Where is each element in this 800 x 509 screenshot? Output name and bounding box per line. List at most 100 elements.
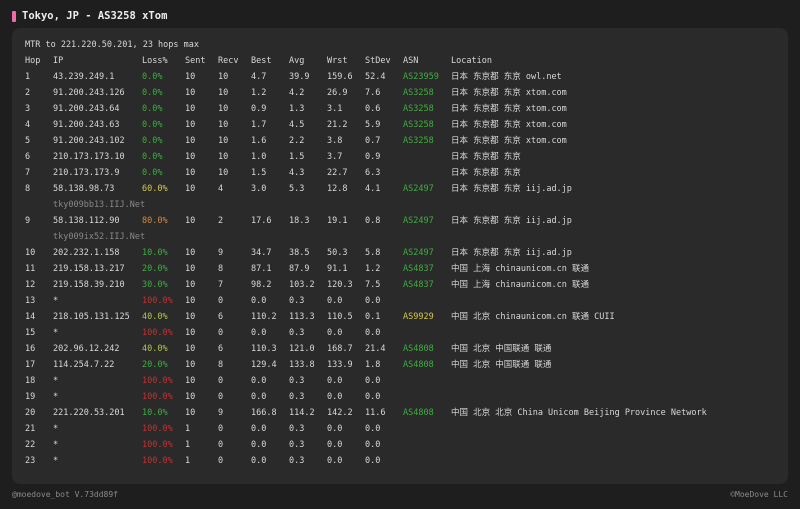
footer-copyright: ©MoeDove LLC xyxy=(730,490,788,499)
cell-avg: 113.3 xyxy=(289,312,315,322)
cell-asn: AS4808 xyxy=(403,408,434,418)
cell-recv: 6 xyxy=(218,312,224,322)
cell-stdev: 5.8 xyxy=(365,248,381,258)
cell-avg: 5.3 xyxy=(289,184,305,194)
cell-stdev: 0.7 xyxy=(365,136,381,146)
cell-hop: 18 xyxy=(25,376,36,386)
cell-loss: 30.0% xyxy=(142,280,168,290)
cell-hop: 2 xyxy=(25,88,31,98)
cell-sent: 10 xyxy=(185,392,196,402)
cell-hop: 17 xyxy=(25,360,36,370)
cell-wrst: 0.0 xyxy=(327,392,343,402)
cell-ip: * xyxy=(53,328,59,338)
cell-recv: 0 xyxy=(218,376,224,386)
cell-sent: 1 xyxy=(185,424,191,434)
cell-ip: 58.138.112.90 xyxy=(53,216,120,226)
cell-best: 129.4 xyxy=(251,360,277,370)
cell-loss: 20.0% xyxy=(142,264,168,274)
cell-recv: 7 xyxy=(218,280,224,290)
cell-ip: 210.173.173.10 xyxy=(53,152,125,162)
cell-ip: 91.200.243.64 xyxy=(53,104,120,114)
cell-recv: 0 xyxy=(218,440,224,450)
cell-recv: 0 xyxy=(218,456,224,466)
cell-wrst: 19.1 xyxy=(327,216,348,226)
cell-ip: 114.254.7.22 xyxy=(53,360,115,370)
cell-avg: 121.0 xyxy=(289,344,315,354)
cell-asn: AS2497 xyxy=(403,248,434,258)
cell-ip: 218.105.131.125 xyxy=(53,312,130,322)
column-header-avg: Avg xyxy=(289,56,305,66)
cell-sent: 10 xyxy=(185,184,196,194)
cell-ip: 58.138.98.73 xyxy=(53,184,115,194)
cell-stdev: 5.9 xyxy=(365,120,381,130)
cell-sent: 10 xyxy=(185,152,196,162)
cell-sent: 10 xyxy=(185,328,196,338)
cell-hop: 19 xyxy=(25,392,36,402)
cell-loc: 日本 东京都 东京 xtom.com xyxy=(451,120,567,130)
cell-loss: 100.0% xyxy=(142,392,173,402)
cell-recv: 10 xyxy=(218,104,229,114)
cell-loc: 日本 东京都 东京 xtom.com xyxy=(451,104,567,114)
cell-loc: 中国 北京 北京 China Unicom Beijing Province N… xyxy=(451,408,707,418)
cell-stdev: 0.9 xyxy=(365,152,381,162)
cell-best: 98.2 xyxy=(251,280,272,290)
cell-recv: 10 xyxy=(218,88,229,98)
cell-loss: 100.0% xyxy=(142,440,173,450)
cell-avg: 18.3 xyxy=(289,216,310,226)
cell-asn: AS4808 xyxy=(403,344,434,354)
cell-loc: 中国 北京 中国联通 联通 xyxy=(451,360,552,370)
cell-wrst: 0.0 xyxy=(327,424,343,434)
cell-ip: 202.232.1.158 xyxy=(53,248,120,258)
cell-best: 4.7 xyxy=(251,72,267,82)
cell-hop: 15 xyxy=(25,328,36,338)
column-header-loc: Location xyxy=(451,56,492,66)
mtr-output-panel: MTR to 221.220.50.201, 23 hops max Hop IP… xyxy=(12,28,788,484)
cell-avg: 0.3 xyxy=(289,296,305,306)
cell-avg: 87.9 xyxy=(289,264,310,274)
cell-loss: 100.0% xyxy=(142,456,173,466)
cell-ip: 219.158.39.210 xyxy=(53,280,125,290)
cell-avg: 4.2 xyxy=(289,88,305,98)
cell-wrst: 110.5 xyxy=(327,312,353,322)
cell-avg: 0.3 xyxy=(289,440,305,450)
cell-hop: 10 xyxy=(25,248,36,258)
cell-best: 0.0 xyxy=(251,392,267,402)
cell-sent: 10 xyxy=(185,72,196,82)
cell-loc: 日本 东京都 东京 xtom.com xyxy=(451,88,567,98)
column-header-wrst: Wrst xyxy=(327,56,348,66)
cell-stdev: 0.0 xyxy=(365,376,381,386)
cell-stdev: 0.8 xyxy=(365,216,381,226)
cell-wrst: 0.0 xyxy=(327,296,343,306)
cell-best: 0.0 xyxy=(251,456,267,466)
cell-best: 34.7 xyxy=(251,248,272,258)
cell-sent: 10 xyxy=(185,136,196,146)
cell-avg: 103.2 xyxy=(289,280,315,290)
cell-loss: 40.0% xyxy=(142,312,168,322)
cell-loss: 10.0% xyxy=(142,408,168,418)
cell-wrst: 0.0 xyxy=(327,376,343,386)
cell-sent: 10 xyxy=(185,376,196,386)
cell-loss: 0.0% xyxy=(142,168,163,178)
cell-stdev: 7.5 xyxy=(365,280,381,290)
column-header-loss: Loss% xyxy=(142,56,168,66)
cell-ip: 91.200.243.126 xyxy=(53,88,125,98)
cell-best: 1.7 xyxy=(251,120,267,130)
cell-loc: 日本 东京都 东京 iij.ad.jp xyxy=(451,184,572,194)
cell-ip: 43.239.249.1 xyxy=(53,72,115,82)
cell-avg: 0.3 xyxy=(289,376,305,386)
cell-avg: 114.2 xyxy=(289,408,315,418)
cell-hop: 4 xyxy=(25,120,31,130)
cell-best: 87.1 xyxy=(251,264,272,274)
cell-stdev: 4.1 xyxy=(365,184,381,194)
mtr-header-line: MTR to 221.220.50.201, 23 hops max xyxy=(25,40,199,50)
cell-asn: AS9929 xyxy=(403,312,434,322)
cell-recv: 0 xyxy=(218,328,224,338)
column-header-ip: IP xyxy=(53,56,64,66)
cell-avg: 0.3 xyxy=(289,392,305,402)
footer-version: @moedove_bot V.73dd89f xyxy=(12,490,118,499)
cell-loc: 日本 东京都 东京 owl.net xyxy=(451,72,562,82)
cell-asn: AS4808 xyxy=(403,360,434,370)
cell-asn: AS4837 xyxy=(403,264,434,274)
cell-hop: 9 xyxy=(25,216,31,226)
cell-stdev: 1.2 xyxy=(365,264,381,274)
